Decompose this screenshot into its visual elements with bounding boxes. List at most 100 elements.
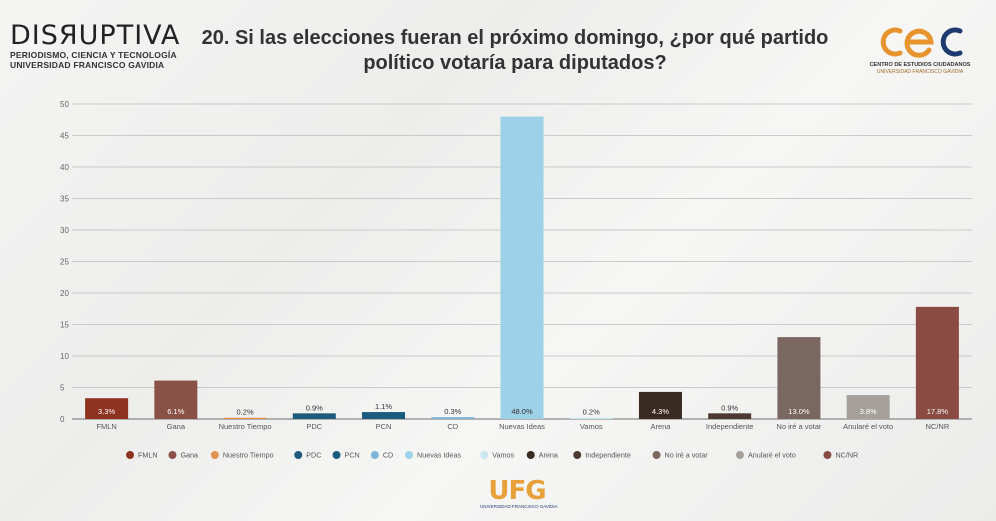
legend-swatch <box>480 451 489 459</box>
legend-swatch <box>823 451 832 459</box>
ufg-logo-mark: UFG <box>488 476 546 506</box>
value-labels: 3.3% 6.1% 0.2% 0.9% 1.1% 0.3% 48.0% 0.2% 4.3% 0.9… <box>98 402 948 417</box>
legend: FMLN Gana Nuestro Tiempo PDC PCN CD Nuevas Ide… <box>126 451 858 460</box>
legend-item: Arena <box>526 451 558 460</box>
legend-label: Gana <box>180 451 198 460</box>
bar <box>708 413 752 419</box>
bar-value-label: 48.0% <box>511 407 533 416</box>
legend-swatch <box>370 451 379 459</box>
legend-swatch <box>735 451 744 459</box>
y-tick-label: 15 <box>60 321 69 330</box>
y-tick-label: 25 <box>60 258 69 267</box>
bar-value-label: 13.0% <box>788 407 810 416</box>
bar <box>362 412 406 419</box>
legend-label: Anularé el voto <box>748 451 796 460</box>
cec-name: CENTRO DE ESTUDIOS CIUDADANOS <box>869 62 971 68</box>
x-tick-label: Gana <box>167 422 186 431</box>
y-tick-label: 5 <box>60 384 65 393</box>
bar <box>915 306 959 419</box>
legend-item: Gana <box>168 451 198 460</box>
legend-item: NC/NR <box>823 451 858 460</box>
x-tick-label: Vamos <box>580 422 603 431</box>
bar-value-label: 3.8% <box>860 407 877 416</box>
x-tick-label: Nuevas Ideas <box>499 422 545 431</box>
cec-university: UNIVERSIDAD FRANCISCO GAVIDIA <box>876 69 964 75</box>
legend-item: Nuestro Tiempo <box>210 451 274 460</box>
legend-label: No iré a votar <box>665 451 709 460</box>
y-tick-label: 0 <box>60 415 65 424</box>
legend-swatch <box>332 451 341 459</box>
y-tick-label: 50 <box>60 100 69 109</box>
legend-swatch <box>126 451 135 459</box>
x-tick-label: FMLN <box>96 422 116 431</box>
x-tick-label: Nuestro Tiempo <box>219 422 272 431</box>
legend-swatch <box>526 451 535 459</box>
bar <box>154 380 198 419</box>
legend-label: Nuestro Tiempo <box>223 451 274 460</box>
legend-item: Independiente <box>573 451 631 460</box>
legend-item: Nuevas Ideas <box>405 451 461 460</box>
bar-value-label: 0.2% <box>237 408 254 417</box>
legend-label: CD <box>383 451 393 460</box>
bar <box>500 116 544 419</box>
y-tick-label: 40 <box>60 163 69 172</box>
legend-item: PCN <box>332 451 360 460</box>
bar-value-label: 0.9% <box>306 403 323 412</box>
y-axis-ticks: 0 5 10 15 20 25 30 35 40 45 50 <box>60 100 69 424</box>
bar-value-label: 4.3% <box>652 407 669 416</box>
legend-label: PCN <box>345 451 360 460</box>
bar <box>846 395 890 419</box>
bar <box>223 417 267 419</box>
cec-logo: CENTRO DE ESTUDIOS CIUDADANOS UNIVERSIDA… <box>866 24 974 75</box>
bars <box>85 116 959 419</box>
y-tick-label: 35 <box>60 195 69 204</box>
legend-label: Independiente <box>585 451 631 460</box>
legend-label: Arena <box>539 451 558 460</box>
legend-item: Vamos <box>480 451 514 460</box>
bar-value-label: 3.3% <box>98 407 115 416</box>
brand-name: DISЯUPTIVA <box>10 20 181 51</box>
y-tick-label: 45 <box>60 132 69 141</box>
legend-item: CD <box>370 451 393 460</box>
x-tick-label: Arena <box>650 422 671 431</box>
legend-swatch <box>210 451 219 459</box>
legend-swatch <box>405 451 414 459</box>
x-tick-label: Independiente <box>706 422 754 431</box>
legend-label: FMLN <box>138 451 158 460</box>
bar-value-label: 17.8% <box>927 407 949 416</box>
x-tick-label: Anularé el voto <box>843 422 893 431</box>
bar <box>292 413 336 419</box>
ufg-logo: UFG UNIVERSIDAD FRANCISCO GAVIDIA <box>480 476 558 510</box>
x-tick-label: CD <box>447 422 458 431</box>
bar-value-label: 0.3% <box>444 407 461 416</box>
bar <box>777 337 821 419</box>
brand-tagline: PERIODISMO, CIENCIA Y TECNOLOGÍA <box>10 50 177 60</box>
brand-university: UNIVERSIDAD FRANCISCO GAVIDIA <box>10 60 165 70</box>
bar-chart: 0 5 10 15 20 25 30 35 40 45 50 3.3% 6.1% 0.2% 0.9% 1.1… <box>60 100 972 460</box>
legend-swatch <box>573 451 582 459</box>
x-tick-label: NC/NR <box>926 422 950 431</box>
ufg-university: UNIVERSIDAD FRANCISCO GAVIDIA <box>480 504 558 509</box>
cec-logo-mark <box>866 24 974 60</box>
legend-label: Vamos <box>492 451 514 460</box>
legend-item: No iré a votar <box>652 451 709 460</box>
bar-value-label: 0.9% <box>721 403 738 412</box>
legend-swatch <box>168 451 177 459</box>
bar <box>85 398 129 419</box>
y-tick-label: 20 <box>60 289 69 298</box>
y-tick-label: 30 <box>60 226 69 235</box>
legend-item: FMLN <box>126 451 158 460</box>
bar-value-label: 1.1% <box>375 402 392 411</box>
chart-title: 20. Si las elecciones fueran el próximo … <box>201 27 829 74</box>
bar <box>569 417 613 419</box>
legend-item: Anularé el voto <box>735 451 796 460</box>
legend-label: Nuevas Ideas <box>417 451 461 460</box>
x-tick-label: PDC <box>306 422 322 431</box>
header: DISЯUPTIVA PERIODISMO, CIENCIA Y TECNOLO… <box>0 0 996 100</box>
bar <box>431 417 475 419</box>
x-axis-labels: FMLN Gana Nuestro Tiempo PDC PCN CD Nuevas Ide… <box>96 422 949 431</box>
legend-swatch <box>652 451 661 459</box>
legend-label: PDC <box>306 451 321 460</box>
legend-swatch <box>294 451 303 459</box>
x-tick-label: PCN <box>376 422 392 431</box>
